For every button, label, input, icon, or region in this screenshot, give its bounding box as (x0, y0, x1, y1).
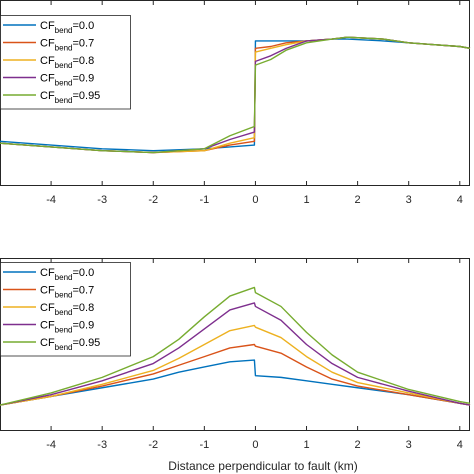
x-tick-label: 4 (457, 194, 463, 206)
legend: CFbend=0.0 CFbend=0.7 CFbend=0.8 CFbend=0.9… (0, 262, 131, 357)
x-tick-label: -4 (46, 439, 56, 451)
x-tick-label: 3 (406, 439, 412, 451)
legend-entry: CFbend=0.8 (40, 302, 94, 317)
legend-entry: CFbend=0.9 (40, 73, 94, 88)
legend-entry: CFbend=0.8 (40, 55, 94, 70)
x-tick-label: -1 (199, 439, 209, 451)
x-tick-label: -3 (97, 439, 107, 451)
x-tick-label: 2 (355, 194, 361, 206)
series-line-1 (0, 343, 471, 406)
series-line-4 (0, 286, 471, 406)
x-tick-label: -2 (148, 439, 158, 451)
series-line-4 (0, 36, 471, 154)
legend: CFbend=0.0 CFbend=0.7 CFbend=0.8 CFbend=0.9… (0, 15, 131, 110)
legend-entry: CFbend=0.0 (40, 20, 94, 35)
x-tick-label: -3 (97, 194, 107, 206)
legend-entry: CFbend=0.95 (40, 337, 100, 352)
legend-entry: CFbend=0.9 (40, 320, 94, 335)
x-tick-label: -4 (46, 194, 56, 206)
bottom-plot-x-axis-label: Distance perpendicular to fault (km) (168, 459, 357, 473)
x-tick-label: -2 (148, 194, 158, 206)
legend-entry: CFbend=0.7 (40, 38, 94, 53)
series-line-0 (0, 359, 471, 406)
legend-box (0, 15, 131, 110)
bottom-plot: -4 -3 -2 -1 0 1 2 3 4CFbend=0.0CFbend=0.7CFbend=… (0, 258, 471, 451)
legend-entry: CFbend=0.0 (40, 267, 94, 282)
x-tick-label: -1 (199, 194, 209, 206)
x-tick-label: 3 (406, 194, 412, 206)
top-plot: -4 -3 -2 -1 0 1 2 3 4CFbend=0.0CFbend=0.7CFbend=… (0, 0, 471, 206)
x-tick-label: 2 (355, 439, 361, 451)
x-tick-label: 1 (303, 194, 309, 206)
x-tick-label: 0 (252, 194, 258, 206)
x-tick-label: 0 (252, 439, 258, 451)
legend-entry: CFbend=0.95 (40, 90, 100, 105)
series-line-2 (0, 324, 471, 406)
series-line-3 (0, 302, 471, 406)
legend-entry: CFbend=0.7 (40, 285, 94, 300)
legend-box (0, 262, 131, 357)
x-tick-label: 1 (303, 439, 309, 451)
x-tick-label: 4 (457, 439, 463, 451)
